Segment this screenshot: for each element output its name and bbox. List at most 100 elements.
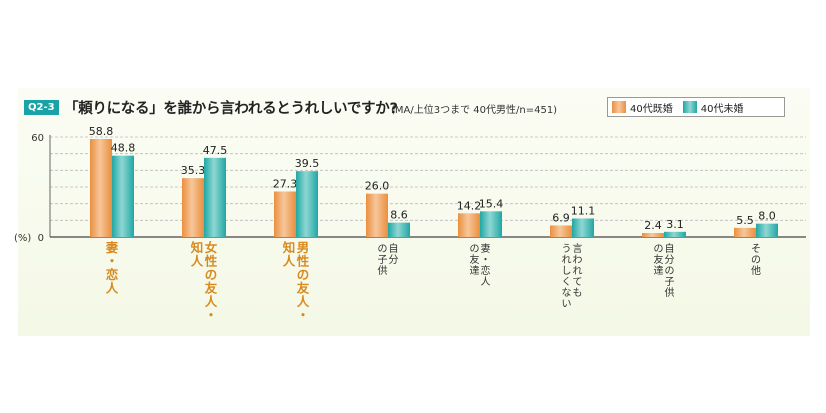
bar-married: [90, 139, 112, 237]
legend: 40代既婚 40代未婚: [607, 97, 785, 117]
data-label: 11.1: [571, 205, 596, 218]
bar-married: [274, 191, 296, 237]
category-label-char: の: [654, 244, 664, 255]
legend-item-married: 40代既婚: [612, 100, 673, 115]
data-label: 35.3: [181, 164, 206, 177]
category-label-char: れ: [573, 265, 583, 277]
bar-married: [550, 225, 572, 237]
category-label-char: 供: [378, 264, 388, 277]
category-label-char: 恋: [481, 264, 491, 277]
data-label: 8.6: [390, 209, 408, 222]
category-label-char: 自: [389, 242, 399, 255]
bar-unmarried: [664, 231, 686, 237]
bar-unmarried: [756, 223, 778, 237]
category-label-char: 女: [205, 240, 218, 255]
bar-unmarried: [296, 171, 318, 237]
category-label-char: て: [573, 277, 583, 288]
data-label: 8.0: [758, 210, 776, 223]
category-label-char: 分: [665, 254, 675, 266]
data-label: 3.1: [666, 218, 684, 231]
legend-label-unmarried: 40代未婚: [700, 103, 744, 115]
category-label-char: の: [470, 244, 480, 255]
y-tick-label: 60: [31, 133, 44, 144]
category-label-char: な: [562, 287, 572, 299]
data-label: 27.3: [273, 178, 298, 191]
category-label-char: 子: [378, 254, 388, 266]
category-label-char: の: [751, 255, 761, 266]
chart-subtitle: (MA/上位3つまで 40代男性/n=451): [391, 105, 558, 116]
data-label: 14.2: [457, 199, 482, 212]
category-label-char: れ: [562, 254, 572, 266]
category-label-char: 性: [296, 254, 310, 269]
category-label-char: 供: [665, 286, 675, 299]
data-label: 26.0: [365, 180, 390, 193]
y-tick-label: 0: [38, 233, 44, 244]
category-label-char: の: [205, 267, 218, 282]
bar-married: [458, 213, 480, 237]
question-tag: Q2-3: [24, 100, 59, 115]
bar-unmarried: [572, 218, 594, 237]
category-label-char: 分: [389, 254, 399, 266]
data-label: 39.5: [295, 157, 320, 170]
category-label-char: い: [562, 299, 572, 310]
category-label-char: 人: [283, 254, 296, 269]
legend-item-unmarried: 40代未婚: [682, 100, 744, 115]
legend-swatch-married: [612, 101, 626, 113]
category-label-char: 友: [654, 253, 664, 266]
category-label-char: 恋: [106, 267, 119, 282]
category-label-char: し: [562, 265, 572, 277]
category-label-char: 人: [205, 294, 218, 309]
category-label-char: の: [378, 244, 388, 255]
category-label-char: わ: [573, 254, 583, 266]
data-label: 48.8: [111, 142, 136, 155]
bar-unmarried: [204, 157, 226, 237]
category-label-char: 人: [481, 276, 491, 288]
category-label-char: 知: [190, 240, 204, 255]
category-label-char: も: [573, 287, 583, 299]
category-label-char: 知: [282, 240, 296, 255]
category-label-char: 人: [106, 281, 119, 296]
category-label-char: の: [665, 266, 675, 277]
chart-title: 「頼りになる」を誰から言われるとうれしいですか?: [64, 101, 398, 117]
bar-married: [182, 178, 204, 237]
bar-unmarried: [480, 211, 502, 237]
category-label-char: 友: [296, 281, 310, 296]
data-label: 5.5: [736, 214, 754, 227]
category-label-char: 達: [470, 265, 480, 277]
bar-married: [642, 233, 664, 237]
data-label: 15.4: [479, 197, 504, 210]
data-label: 47.5: [203, 144, 228, 157]
category-label-char: 子: [665, 276, 675, 288]
category-label-char: 言: [573, 242, 583, 255]
bar-married: [366, 193, 388, 237]
category-label-char: 妻: [481, 242, 491, 255]
category-label-char: 友: [470, 253, 480, 266]
data-label: 2.4: [644, 219, 662, 232]
category-label-char: 他: [751, 264, 761, 277]
category-label-char: ・: [106, 254, 119, 269]
category-label-char: 自: [665, 242, 675, 255]
data-label: 58.8: [89, 125, 114, 138]
category-label-char: そ: [751, 243, 761, 255]
category-label-char: ・: [205, 308, 218, 323]
y-axis-unit-label: (%): [14, 233, 31, 244]
category-label-char: 男: [297, 240, 310, 255]
category-label-char: 人: [191, 254, 204, 269]
category-label-char: う: [562, 243, 572, 255]
legend-swatch-unmarried: [682, 101, 697, 113]
category-label-char: 人: [297, 294, 310, 309]
category-label-char: の: [297, 267, 310, 282]
category-label-char: く: [562, 277, 572, 288]
bar-married: [734, 227, 756, 237]
category-label-char: ・: [297, 308, 310, 323]
category-label-char: 友: [204, 281, 218, 296]
bar-unmarried: [388, 222, 410, 237]
chart-panel: [18, 88, 810, 336]
category-label-char: ・: [481, 255, 491, 266]
legend-label-married: 40代既婚: [630, 103, 673, 115]
category-label-char: 妻: [106, 240, 119, 255]
category-label-char: 達: [654, 265, 664, 277]
bar-unmarried: [112, 155, 134, 237]
data-label: 6.9: [552, 212, 570, 225]
